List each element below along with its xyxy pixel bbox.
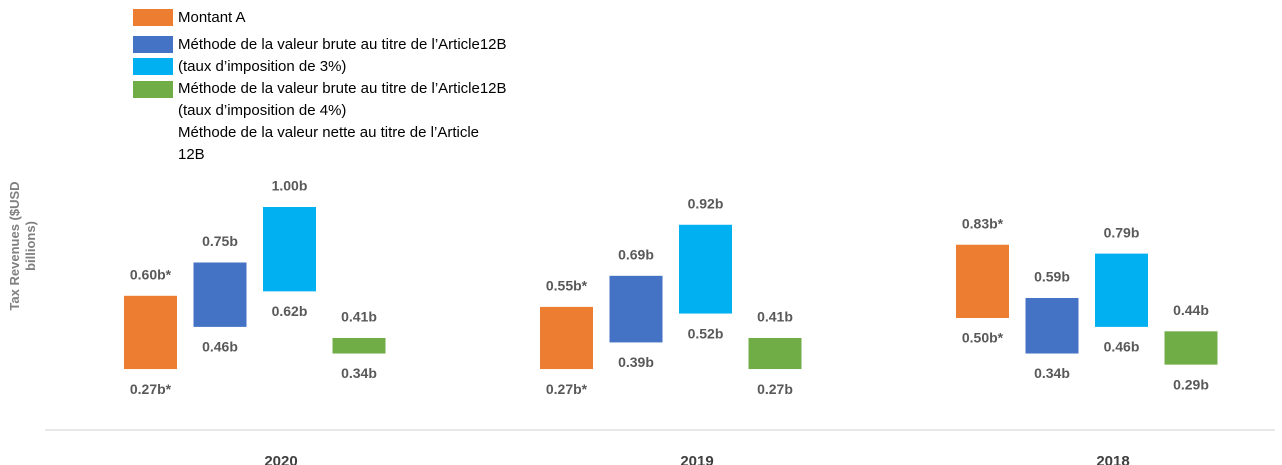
legend-label: Méthode de la valeur brute au titre de l…: [178, 36, 507, 75]
bar: [124, 295, 177, 370]
x-tick-label: 2019: [680, 453, 713, 465]
data-label: 0.60b*: [130, 267, 172, 283]
bar: [193, 262, 247, 327]
x-tick-label: 2020: [264, 453, 297, 465]
data-label: 0.34b: [1034, 365, 1070, 381]
legend-swatch: [133, 81, 173, 98]
bar: [679, 224, 732, 314]
data-label: 0.59b: [1034, 269, 1070, 285]
bar: [263, 207, 316, 292]
legend: Montant A Méthode de la valeur brute au t…: [178, 7, 508, 166]
bar: [1095, 253, 1148, 327]
data-label: 0.41b: [757, 309, 793, 325]
data-label: 0.55b*: [546, 278, 588, 294]
data-label: 0.27b*: [130, 381, 172, 397]
legend-swatch: [133, 36, 173, 53]
data-label: 0.50b*: [962, 330, 1004, 346]
data-label: 0.27b*: [546, 381, 588, 397]
data-label: 0.41b: [341, 309, 377, 325]
data-label: 0.46b: [1104, 339, 1140, 355]
data-label: 0.39b: [618, 354, 654, 370]
data-label: 0.75b: [202, 233, 238, 249]
data-label: 0.83b*: [962, 215, 1004, 231]
data-label: 0.79b: [1104, 224, 1140, 240]
data-label: 1.00b: [272, 178, 308, 194]
data-label: 0.52b: [688, 325, 724, 341]
legend-swatch: [133, 9, 173, 26]
bar: [1164, 331, 1218, 365]
x-tick-label: 2018: [1096, 453, 1129, 465]
y-axis-label: Tax Revenues ($USD billions): [7, 181, 38, 311]
bar: [332, 337, 386, 354]
data-label: 0.62b: [272, 303, 308, 319]
bar: [609, 275, 663, 343]
legend-label: Montant A: [178, 9, 246, 26]
data-label: 0.92b: [688, 195, 724, 211]
legend-swatch: [133, 58, 173, 75]
data-label: 0.27b: [757, 381, 793, 397]
data-label: 0.44b: [1173, 302, 1209, 318]
data-label: 0.29b: [1173, 376, 1209, 392]
data-label: 0.69b: [618, 247, 654, 263]
bar: [748, 337, 802, 370]
legend-label: Méthode de la valeur brute au titre de l…: [178, 80, 507, 119]
bar: [956, 244, 1009, 318]
bar: [540, 306, 593, 370]
legend-label: Méthode de la valeur nette au titre de l…: [178, 124, 480, 163]
bar: [1025, 298, 1079, 354]
data-label: 0.46b: [202, 339, 238, 355]
data-label: 0.34b: [341, 365, 377, 381]
